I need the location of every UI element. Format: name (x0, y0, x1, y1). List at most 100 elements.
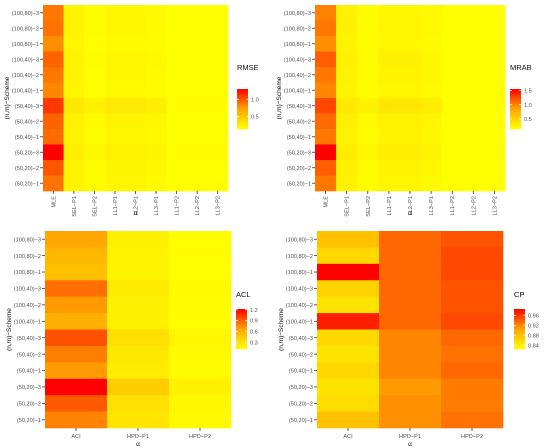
colorbar-tick-label: 1.0 (524, 103, 532, 109)
colorbar-segment (514, 329, 525, 331)
heatmap-cell (107, 329, 170, 347)
heatmap-cell (317, 296, 380, 314)
heatmap-cell (107, 280, 170, 297)
heatmap-cell (483, 113, 506, 130)
x-tick-label: MLE (51, 196, 57, 208)
heatmap-cell (63, 129, 85, 145)
colorbar-segment (236, 314, 247, 316)
heatmap-cell (166, 82, 188, 99)
heatmap-cell (483, 36, 506, 52)
heatmap-cell (104, 20, 126, 37)
heatmap-cell (63, 144, 85, 161)
colorbar-segment (236, 324, 247, 326)
x-tick-label: HPD−P2 (461, 434, 483, 440)
heatmap-cell (317, 411, 380, 429)
heatmap-cell (169, 345, 232, 363)
x-tick-label: LL3−P2 (492, 196, 498, 215)
heatmap-cell (378, 113, 400, 130)
heatmap-cell (441, 411, 504, 429)
heatmap-cell (378, 67, 400, 83)
heatmap-cell (166, 113, 188, 130)
heatmap-cell (315, 51, 337, 68)
colorbar-segment (237, 104, 248, 106)
colorbar-segment (510, 117, 521, 120)
heatmap-cell (378, 36, 400, 52)
heatmap-cell (104, 51, 126, 68)
y-tick-label: (100,80)−2 (14, 254, 41, 260)
colorbar-segment (510, 112, 521, 115)
heatmap-cell (315, 36, 337, 52)
heatmap-cell (186, 82, 208, 99)
heatmap-cell (441, 160, 464, 176)
heatmap-cell (399, 175, 421, 192)
y-tick-label: (100,40)−3 (284, 57, 311, 63)
heatmap-cell (186, 113, 208, 130)
heatmap-cell (43, 175, 64, 192)
heatmap-cell (317, 362, 380, 380)
x-axis-title: α (408, 441, 412, 448)
heatmap-cell (441, 247, 504, 265)
heatmap-cell (43, 129, 64, 145)
heatmap-cell (207, 98, 229, 114)
colorbar-segment (236, 317, 247, 320)
heatmap-cell (441, 36, 464, 52)
heatmap-cell (186, 175, 208, 192)
colorbar-segment (237, 99, 248, 101)
heatmap-cell (43, 82, 64, 99)
heatmap-panel-2: (100,80)−3 (100,80)−2 (100,80)−1 (100,40)−3… (276, 5, 532, 217)
x-tick-label: SEL−P1 (72, 196, 78, 217)
heatmap-cell (483, 5, 506, 21)
heatmap-cell (462, 51, 485, 68)
heatmap-cell (63, 160, 85, 176)
colorbar-segment (514, 345, 525, 348)
heatmap-cell (207, 82, 229, 99)
colorbar-segment (236, 310, 247, 313)
heatmap-cell (399, 20, 421, 37)
heatmap-cell (357, 98, 379, 114)
heatmap-cell (45, 378, 108, 396)
heatmap-cell (107, 411, 170, 429)
heatmap-cell (379, 263, 442, 281)
heatmap-cell (125, 82, 147, 99)
heatmap-cell (207, 160, 229, 176)
heatmap-cell (125, 144, 147, 161)
heatmap-cell (63, 5, 85, 21)
heatmap-cell (379, 280, 442, 297)
heatmap-cell (379, 247, 442, 265)
colorbar-tick-label: 0.5 (251, 115, 259, 121)
y-tick-label: (100,80)−2 (286, 254, 313, 260)
colorbar-segment (237, 127, 248, 130)
colorbar-segment (236, 312, 247, 315)
colorbar-tick-label: 1.5 (524, 89, 532, 95)
colorbar-segment (236, 335, 247, 338)
heatmap-cell (166, 98, 188, 114)
heatmap-cell (399, 129, 421, 145)
heatmap-cell (63, 82, 85, 99)
y-tick-label: (50,40)−1 (289, 369, 313, 375)
heatmap-cell (315, 5, 337, 21)
heatmap-cell (186, 98, 208, 114)
colorbar-segment (236, 344, 247, 346)
colorbar-segment (237, 125, 248, 128)
heatmap-cell (107, 247, 170, 265)
heatmap-cell (207, 5, 229, 21)
heatmap-cell (420, 36, 442, 52)
heatmap-cell (315, 98, 337, 114)
x-axis-title: α (134, 210, 138, 217)
heatmap-cell (357, 20, 379, 37)
colorbar-segment (514, 320, 525, 323)
heatmap-cell (420, 113, 442, 130)
heatmap-cell (317, 395, 380, 412)
heatmap-cell (166, 129, 188, 145)
y-tick-label: (50,40)−3 (287, 104, 311, 110)
colorbar-segment (510, 92, 521, 95)
heatmap-cell (145, 36, 167, 52)
heatmap-cell (336, 51, 358, 68)
heatmap-cell (145, 67, 167, 83)
x-tick-label: ACI (343, 434, 353, 440)
heatmap-cell (441, 113, 464, 130)
heatmap-cell (145, 20, 167, 37)
colorbar-segment (236, 320, 247, 323)
heatmap-cell (125, 67, 147, 83)
heatmap-cell (441, 98, 464, 114)
